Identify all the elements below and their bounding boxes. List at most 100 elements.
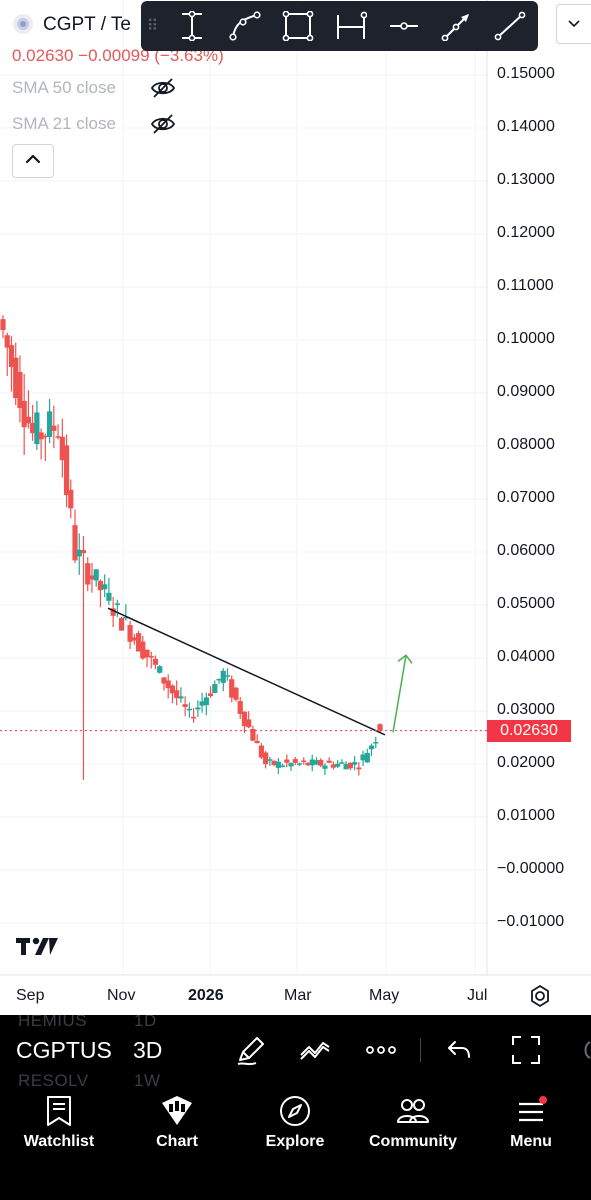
candle-body — [203, 697, 209, 706]
nav-menu-label: Menu — [510, 1133, 552, 1150]
symbol-title[interactable]: CGPT / Te — [43, 14, 131, 35]
eye-off-icon[interactable] — [150, 76, 176, 100]
candle-body — [182, 704, 188, 707]
candle-body — [360, 754, 366, 761]
tradingview-logo[interactable] — [16, 936, 58, 961]
projection-arrow-head — [397, 654, 413, 664]
nav-community[interactable]: Community — [354, 1087, 472, 1167]
undo-icon[interactable] — [442, 1033, 476, 1072]
vertical-range-icon[interactable] — [165, 1, 218, 51]
nav-watchlist[interactable]: Watchlist — [0, 1087, 118, 1167]
price-axis-label: 0.07000 — [497, 489, 555, 506]
chart-overlays — [0, 607, 487, 736]
candle-body — [93, 569, 99, 581]
candle-body — [152, 658, 159, 665]
horizontal-ray-icon[interactable] — [377, 1, 430, 51]
candle-body — [373, 742, 379, 744]
candle-body — [186, 708, 192, 711]
trendline-icon[interactable] — [483, 1, 536, 51]
drag-handle-icon[interactable]: ⠿ — [146, 18, 160, 35]
candle-body — [30, 423, 36, 434]
price-axis-label: 0.06000 — [497, 542, 555, 559]
candle-body — [157, 666, 163, 673]
date-range-icon[interactable] — [324, 1, 377, 51]
candle-body — [34, 412, 40, 444]
candle-body — [89, 575, 95, 580]
indicator-sma50-label[interactable]: SMA 50 close — [12, 78, 116, 97]
candle-body — [335, 763, 341, 767]
candle-body — [301, 760, 307, 763]
candle-body — [309, 759, 315, 766]
candle-body — [85, 563, 91, 585]
pen-icon[interactable] — [234, 1033, 268, 1072]
interval-picker[interactable]: 3D — [133, 1037, 163, 1063]
community-icon — [396, 1095, 430, 1127]
candle-body — [46, 411, 53, 437]
chart-menu-dropdown[interactable] — [556, 4, 591, 44]
nav-explore[interactable]: Explore — [236, 1087, 354, 1167]
candle-body — [55, 436, 61, 438]
candle-body — [102, 584, 108, 590]
candle-body — [237, 701, 243, 714]
candle-body — [127, 625, 133, 642]
multi-line-icon[interactable] — [298, 1033, 332, 1072]
candle-body — [377, 724, 383, 731]
candle-body — [224, 675, 231, 677]
candle-body — [119, 617, 125, 631]
candle-body — [212, 683, 218, 694]
price-axis-label: 0.02000 — [497, 754, 555, 771]
curve-icon[interactable] — [218, 1, 271, 51]
candle-body — [216, 678, 222, 681]
price-axis-label: 0.08000 — [497, 436, 555, 453]
candle-body — [72, 525, 78, 561]
candle-body — [63, 445, 70, 496]
arrow-icon[interactable] — [430, 1, 483, 51]
eye-off-icon[interactable] — [150, 112, 176, 136]
candle-body — [347, 762, 353, 769]
nav-menu[interactable]: Menu — [472, 1087, 590, 1167]
nav-chart[interactable]: Chart — [118, 1087, 236, 1167]
price-chart[interactable] — [0, 0, 591, 1015]
candle-body — [305, 762, 311, 766]
chart-area[interactable]: CGPT / Te 0.02630 −0.00099 (−3.63%) SMA … — [0, 0, 591, 1015]
nav-chart-label: Chart — [156, 1133, 198, 1150]
price-axis-label: 0.10000 — [497, 330, 555, 347]
rectangle-icon[interactable] — [271, 1, 324, 51]
candle-body — [8, 345, 15, 368]
candle-body — [80, 550, 87, 554]
candle-body — [322, 765, 328, 769]
candle-body — [51, 425, 57, 431]
candle-body — [174, 690, 180, 699]
candle-body — [351, 762, 358, 765]
candle-body — [246, 719, 252, 728]
candle-body — [343, 764, 349, 770]
time-label-nov: Nov — [107, 987, 136, 1004]
symbol-picker[interactable]: CGPTUS — [16, 1037, 112, 1063]
fullscreen-icon[interactable] — [509, 1033, 543, 1072]
candle-body — [110, 608, 116, 616]
indicator-sma21-label[interactable]: SMA 21 close — [12, 114, 116, 133]
ghost-symbol-bottom: RESOLV — [18, 1071, 89, 1087]
menu-icon — [515, 1095, 547, 1127]
time-label-may: May — [369, 987, 400, 1004]
time-label-jul: Jul — [467, 987, 488, 1004]
compass-icon — [279, 1095, 311, 1127]
price-axis-label: 0.14000 — [497, 118, 555, 135]
candle-body — [123, 616, 129, 619]
candle-body — [233, 687, 239, 700]
strip-divider — [420, 1038, 421, 1062]
more-dots-icon[interactable] — [364, 1033, 398, 1072]
chevron-up-icon — [24, 152, 42, 170]
candle-body — [199, 701, 205, 706]
collapse-legend-button[interactable] — [12, 144, 54, 178]
candle-body — [144, 649, 150, 658]
candle-body — [313, 760, 320, 765]
current-price-tag: 0.02630 — [487, 719, 571, 742]
candle-body — [271, 760, 277, 765]
settings-gear-icon[interactable] — [528, 984, 552, 1013]
candle-body — [135, 633, 142, 652]
candle-body — [68, 489, 74, 509]
candle-body — [292, 759, 298, 763]
candle-body — [165, 680, 171, 689]
ghost-interval-bottom: 1W — [134, 1071, 161, 1087]
